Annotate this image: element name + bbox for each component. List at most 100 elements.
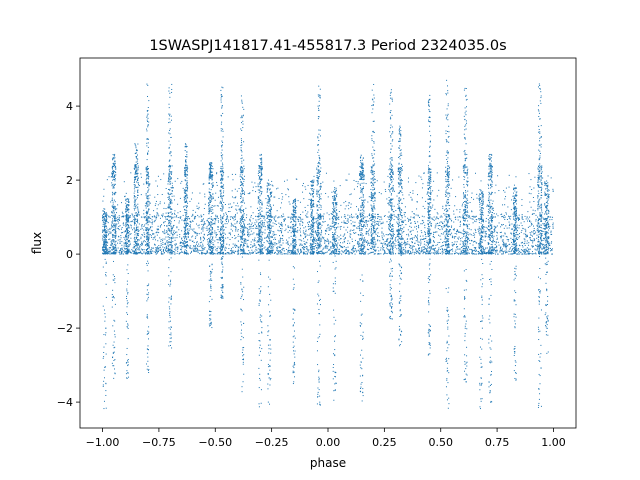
data-point: [288, 250, 290, 252]
data-point: [438, 234, 440, 236]
data-point: [526, 236, 528, 237]
data-point: [331, 253, 333, 255]
data-point: [499, 250, 501, 252]
data-point: [111, 229, 113, 231]
data-point: [155, 200, 157, 202]
data-point: [136, 248, 138, 250]
data-point: [184, 232, 186, 234]
data-point: [535, 252, 537, 254]
data-point: [308, 229, 310, 231]
data-point: [103, 250, 105, 252]
data-point: [296, 178, 298, 180]
data-point: [349, 216, 351, 218]
data-point: [142, 243, 144, 245]
data-point: [114, 213, 116, 215]
data-point: [141, 253, 143, 255]
data-point: [124, 196, 126, 198]
data-point: [475, 232, 477, 233]
data-point: [451, 244, 453, 246]
data-point: [369, 218, 371, 220]
data-point: [237, 240, 239, 242]
data-point: [503, 241, 505, 243]
data-point: [114, 153, 116, 155]
data-point: [114, 171, 116, 173]
data-point: [275, 234, 277, 236]
data-point: [190, 245, 192, 247]
data-point: [203, 224, 205, 226]
data-point: [486, 205, 488, 207]
data-point: [189, 247, 191, 249]
data-point: [268, 242, 270, 244]
data-point: [149, 216, 151, 218]
data-point: [404, 243, 406, 245]
data-point: [121, 216, 123, 218]
data-point: [550, 230, 552, 232]
data-point: [110, 176, 112, 178]
data-point: [330, 241, 332, 243]
data-point: [196, 242, 198, 243]
data-point: [496, 238, 498, 240]
data-point: [474, 253, 476, 255]
data-point: [103, 241, 105, 243]
data-point: [112, 175, 114, 177]
data-point: [113, 174, 115, 176]
data-point: [113, 330, 115, 332]
data-point: [163, 251, 165, 253]
data-point: [453, 229, 455, 231]
data-point: [179, 217, 181, 219]
data-point: [170, 248, 172, 250]
data-point: [127, 323, 129, 325]
data-point: [189, 225, 191, 227]
data-point: [114, 368, 116, 370]
data-point: [115, 237, 117, 239]
data-point: [137, 218, 139, 220]
data-point: [250, 216, 252, 218]
data-point: [542, 239, 544, 241]
data-point: [415, 225, 417, 227]
data-point: [386, 244, 388, 246]
data-point: [357, 217, 359, 219]
data-point: [237, 246, 239, 248]
data-point: [501, 239, 503, 241]
data-point: [496, 232, 498, 234]
data-point: [113, 208, 115, 210]
data-point: [296, 206, 298, 208]
data-point: [255, 248, 257, 250]
data-point: [516, 224, 518, 226]
data-point: [164, 247, 166, 249]
data-point: [322, 247, 324, 249]
data-point: [357, 216, 359, 218]
data-point: [307, 222, 309, 224]
data-point: [432, 218, 434, 220]
data-point: [182, 236, 184, 238]
data-point: [531, 251, 533, 253]
data-point: [302, 252, 304, 254]
data-point: [173, 230, 175, 232]
data-point: [241, 216, 243, 218]
data-point: [188, 223, 190, 225]
data-point: [282, 239, 284, 241]
data-point: [329, 241, 331, 243]
data-point: [525, 248, 527, 250]
data-point: [201, 250, 203, 252]
data-point: [112, 199, 114, 201]
data-point: [395, 253, 397, 255]
data-point: [195, 247, 197, 249]
data-point: [305, 229, 307, 231]
data-point: [397, 243, 399, 245]
data-point: [470, 234, 472, 236]
data-point: [196, 249, 198, 251]
data-point: [113, 247, 115, 249]
data-point: [496, 235, 498, 237]
data-point: [433, 240, 435, 242]
data-point: [393, 219, 395, 221]
data-point: [201, 252, 203, 254]
data-point: [306, 247, 308, 249]
data-point: [128, 225, 130, 227]
data-point: [113, 247, 115, 249]
data-point: [199, 253, 201, 255]
data-point: [458, 248, 460, 250]
data-point: [393, 214, 395, 216]
data-point: [337, 217, 339, 219]
data-point: [418, 175, 420, 177]
